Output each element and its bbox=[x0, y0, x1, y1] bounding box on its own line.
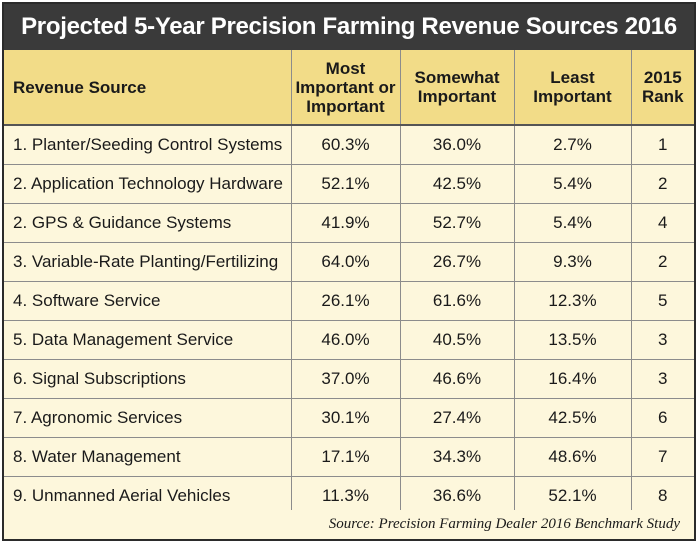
table-row: 5. Data Management Service 46.0% 40.5% 13.5… bbox=[4, 320, 694, 360]
value-cell: 41.9% bbox=[291, 203, 401, 243]
value-cell: 7 bbox=[631, 437, 694, 477]
value-cell: 5 bbox=[631, 281, 694, 321]
value-cell: 2 bbox=[631, 164, 694, 204]
value-cell: 42.5% bbox=[514, 398, 632, 438]
revenue-source-cell: 9. Unmanned Aerial Vehicles bbox=[4, 476, 292, 516]
value-cell: 1 bbox=[631, 125, 694, 165]
value-cell: 17.1% bbox=[291, 437, 401, 477]
value-cell: 52.7% bbox=[400, 203, 515, 243]
value-cell: 2.7% bbox=[514, 125, 632, 165]
revenue-source-cell: 3. Variable-Rate Planting/Fertilizing bbox=[4, 242, 292, 282]
value-cell: 12.3% bbox=[514, 281, 632, 321]
value-cell: 6 bbox=[631, 398, 694, 438]
value-cell: 27.4% bbox=[400, 398, 515, 438]
table-body: 1. Planter/Seeding Control Systems 60.3% 3… bbox=[4, 125, 694, 516]
value-cell: 3 bbox=[631, 359, 694, 399]
table-row: 1. Planter/Seeding Control Systems 60.3% 3… bbox=[4, 125, 694, 165]
table-row: 4. Software Service 26.1% 61.6% 12.3% 5 bbox=[4, 281, 694, 321]
table-title: Projected 5-Year Precision Farming Reven… bbox=[4, 4, 694, 50]
value-cell: 52.1% bbox=[291, 164, 401, 204]
value-cell: 48.6% bbox=[514, 437, 632, 477]
column-header: 2015 Rank bbox=[631, 50, 694, 126]
column-header: Somewhat Important bbox=[400, 50, 515, 126]
table-row: 2. Application Technology Hardware 52.1% 4… bbox=[4, 164, 694, 204]
value-cell: 37.0% bbox=[291, 359, 401, 399]
table-row: 6. Signal Subscriptions 37.0% 46.6% 16.4% 3 bbox=[4, 359, 694, 399]
revenue-source-cell: 2. GPS & Guidance Systems bbox=[4, 203, 292, 243]
header-row: Revenue Source Most Important or Important… bbox=[4, 50, 694, 126]
table-row: 3. Variable-Rate Planting/Fertilizing 64.… bbox=[4, 242, 694, 282]
table-row: 7. Agronomic Services 30.1% 27.4% 42.5% 6 bbox=[4, 398, 694, 438]
value-cell: 3 bbox=[631, 320, 694, 360]
value-cell: 16.4% bbox=[514, 359, 632, 399]
value-cell: 26.7% bbox=[400, 242, 515, 282]
revenue-source-cell: 5. Data Management Service bbox=[4, 320, 292, 360]
value-cell: 9.3% bbox=[514, 242, 632, 282]
value-cell: 36.0% bbox=[400, 125, 515, 165]
value-cell: 46.0% bbox=[291, 320, 401, 360]
value-cell: 64.0% bbox=[291, 242, 401, 282]
revenue-source-cell: 2. Application Technology Hardware bbox=[4, 164, 292, 204]
source-note: Source: Precision Farming Dealer 2016 Be… bbox=[4, 510, 694, 539]
value-cell: 42.5% bbox=[400, 164, 515, 204]
revenue-source-cell: 7. Agronomic Services bbox=[4, 398, 292, 438]
column-header: Revenue Source bbox=[4, 50, 292, 126]
revenue-source-cell: 4. Software Service bbox=[4, 281, 292, 321]
value-cell: 34.3% bbox=[400, 437, 515, 477]
table-row: 8. Water Management 17.1% 34.3% 48.6% 7 bbox=[4, 437, 694, 477]
revenue-source-cell: 6. Signal Subscriptions bbox=[4, 359, 292, 399]
value-cell: 26.1% bbox=[291, 281, 401, 321]
revenue-sources-table: Revenue Source Most Important or Important… bbox=[4, 50, 694, 516]
table-row: 2. GPS & Guidance Systems 41.9% 52.7% 5.4% 4 bbox=[4, 203, 694, 243]
column-header: Most Important or Important bbox=[291, 50, 401, 126]
value-cell: 60.3% bbox=[291, 125, 401, 165]
value-cell: 13.5% bbox=[514, 320, 632, 360]
value-cell: 5.4% bbox=[514, 203, 632, 243]
revenue-source-cell: 1. Planter/Seeding Control Systems bbox=[4, 125, 292, 165]
value-cell: 30.1% bbox=[291, 398, 401, 438]
value-cell: 46.6% bbox=[400, 359, 515, 399]
column-header: Least Important bbox=[514, 50, 632, 126]
value-cell: 5.4% bbox=[514, 164, 632, 204]
revenue-source-cell: 8. Water Management bbox=[4, 437, 292, 477]
value-cell: 2 bbox=[631, 242, 694, 282]
value-cell: 40.5% bbox=[400, 320, 515, 360]
value-cell: 4 bbox=[631, 203, 694, 243]
value-cell: 11.3% bbox=[291, 476, 401, 516]
value-cell: 61.6% bbox=[400, 281, 515, 321]
